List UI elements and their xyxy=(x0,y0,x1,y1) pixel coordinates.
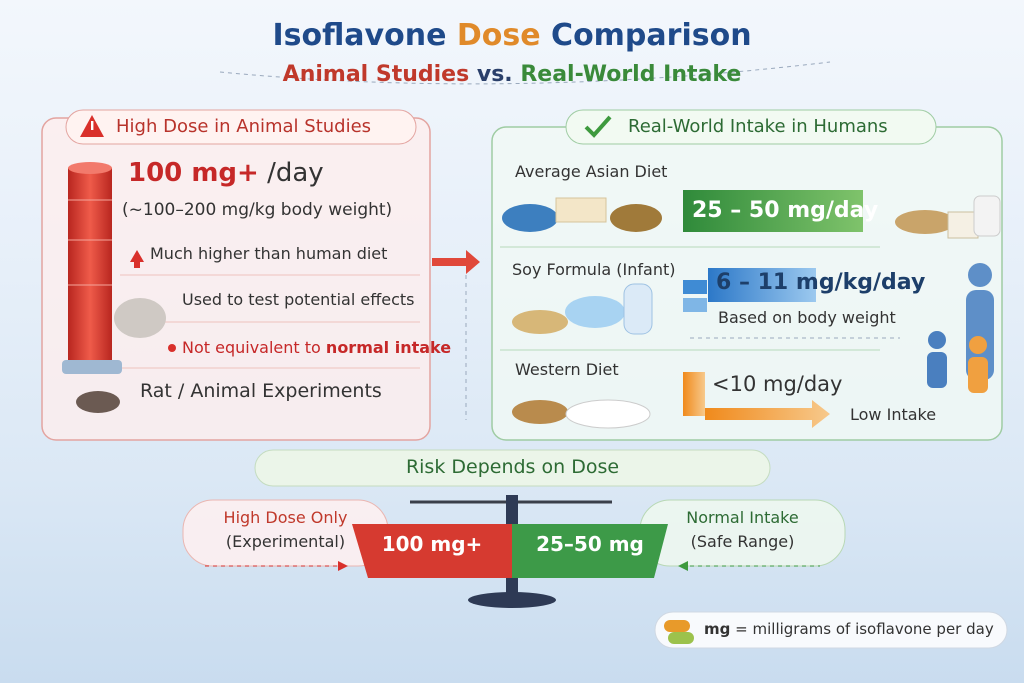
row-label: Western Diet xyxy=(515,360,619,379)
dose-cylinder xyxy=(68,168,112,368)
point: Used to test potential effects xyxy=(182,290,415,309)
pill xyxy=(65,109,417,145)
family-icon xyxy=(969,336,987,354)
scale-base xyxy=(468,592,556,608)
dose-unit: /day xyxy=(267,158,324,188)
arrow xyxy=(338,561,348,571)
food-icon xyxy=(947,211,979,239)
intake-bar xyxy=(683,190,863,232)
point: Much higher than human diet xyxy=(150,244,388,263)
row-amount: 6 – 11 mg/kg/day xyxy=(716,270,926,295)
food-icon xyxy=(610,204,662,232)
scale-pan xyxy=(512,524,668,578)
pill xyxy=(565,109,937,145)
food-icon xyxy=(895,210,955,234)
risk-left: High Dose Only xyxy=(223,508,348,527)
row-note: Low Intake xyxy=(850,405,937,424)
subtitle: Animal Studies vs. Real-World Intake xyxy=(0,62,1024,87)
food-icon xyxy=(512,400,568,424)
rat-icon xyxy=(114,298,166,338)
caution: Not equivalent to normal intake xyxy=(182,338,451,357)
mouse-icon xyxy=(76,391,120,413)
caution-text: Not equivalent to xyxy=(182,338,321,357)
dose-cylinder xyxy=(68,162,112,174)
title-part: Comparison xyxy=(551,18,752,53)
subtitle-left: Animal Studies xyxy=(282,62,470,87)
row-amount: <10 mg/day xyxy=(712,372,843,396)
arrow xyxy=(705,400,830,428)
row-label: Average Asian Diet xyxy=(515,162,668,181)
dose: 100 mg+ /day xyxy=(128,158,324,188)
baby-icon xyxy=(565,296,625,328)
scale-pan xyxy=(352,524,512,578)
subtitle-middle: vs. xyxy=(476,62,513,87)
pill-icon xyxy=(664,620,690,632)
family-icon xyxy=(928,331,946,349)
warning-icon xyxy=(91,121,94,130)
pill xyxy=(254,449,771,487)
risk-left: (Experimental) xyxy=(225,532,346,551)
pan-label: 100 mg+ xyxy=(381,532,483,556)
panel-heading: High Dose in Animal Studies xyxy=(116,116,372,137)
intake-bar xyxy=(708,268,816,302)
pan-label: 25–50 mg xyxy=(536,532,644,556)
subtitle-right: Real-World Intake xyxy=(520,62,742,87)
title-highlight: Dose xyxy=(456,18,541,53)
food-icon xyxy=(565,399,651,429)
family-icon xyxy=(927,352,947,388)
food-icon xyxy=(512,310,568,334)
bullet xyxy=(168,344,176,352)
swoosh xyxy=(219,61,831,85)
row-amount: 25 – 50 mg/day xyxy=(692,198,879,223)
syringe-icon xyxy=(62,360,122,374)
caution-highlight: normal intake xyxy=(325,338,452,357)
food-icon xyxy=(502,204,558,232)
pill xyxy=(654,611,1008,649)
risk-right: (Safe Range) xyxy=(690,532,795,551)
title-part: Isoflavone xyxy=(272,18,447,53)
footnote-term: mg xyxy=(704,620,731,638)
footnote-definition: = milligrams of isoflavone per day xyxy=(735,620,994,638)
intake-bar xyxy=(683,298,707,312)
arrow xyxy=(678,561,688,571)
food-icon xyxy=(973,195,1001,237)
intake-bar xyxy=(683,280,707,294)
bottle-icon xyxy=(623,283,653,335)
arrow xyxy=(432,250,480,274)
risk-right: Normal Intake xyxy=(686,508,799,527)
up-arrow xyxy=(130,250,144,268)
dose-value: 100 mg+ xyxy=(128,158,259,188)
title: Isoflavone Dose Comparison xyxy=(0,18,1024,53)
dose-note: (~100–200 mg/kg body weight) xyxy=(122,200,393,220)
family-icon xyxy=(968,263,992,287)
risk-heading: Risk Depends on Dose xyxy=(405,456,620,478)
panel-footer: Rat / Animal Experiments xyxy=(140,380,382,402)
check-icon xyxy=(584,115,612,138)
family-icon xyxy=(968,357,988,393)
row-note: Based on body weight xyxy=(718,308,896,327)
food-icon xyxy=(555,197,607,223)
pill-icon xyxy=(668,632,694,644)
intake-bar xyxy=(683,372,705,416)
row-label: Soy Formula (Infant) xyxy=(512,260,676,279)
panel-heading: Real-World Intake in Humans xyxy=(628,116,888,137)
footnote: mg = milligrams of isoflavone per day xyxy=(704,620,994,638)
